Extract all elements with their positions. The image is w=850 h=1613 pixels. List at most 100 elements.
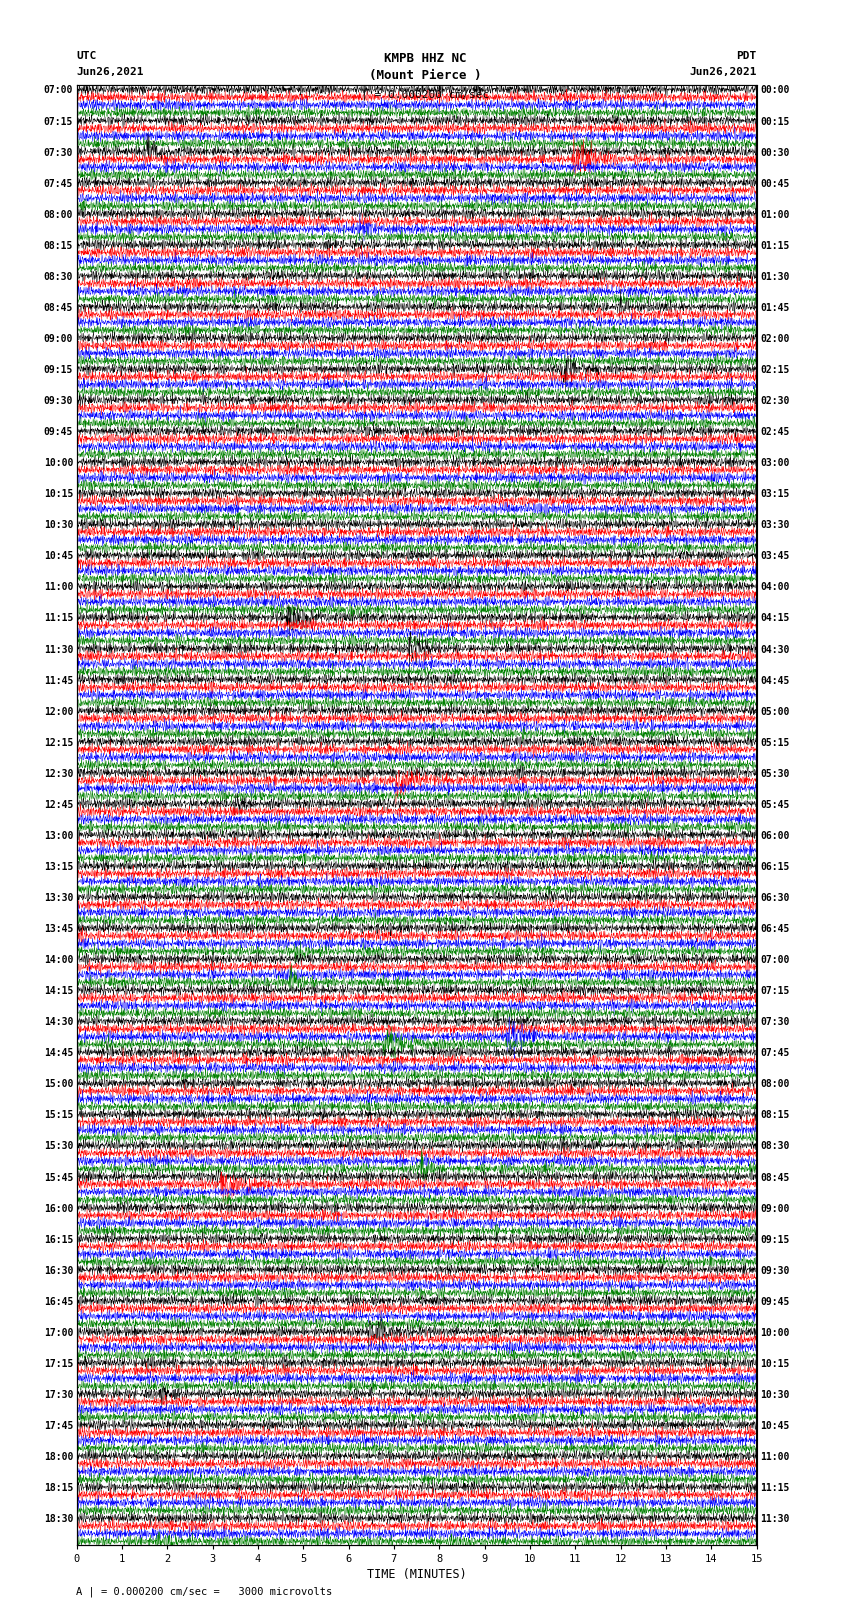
Text: 04:15: 04:15 [760,613,790,624]
Text: 04:30: 04:30 [760,645,790,655]
Text: 11:45: 11:45 [43,676,73,686]
Text: 10:15: 10:15 [43,489,73,500]
Text: 13:00: 13:00 [43,831,73,840]
Text: 00:00: 00:00 [760,85,790,95]
Text: 08:00: 08:00 [43,210,73,219]
Text: 14:15: 14:15 [43,986,73,997]
Text: 10:30: 10:30 [43,521,73,531]
Text: 09:30: 09:30 [43,397,73,406]
Text: 11:15: 11:15 [760,1482,790,1494]
Text: 07:15: 07:15 [760,986,790,997]
Text: 09:15: 09:15 [43,365,73,374]
Text: 13:45: 13:45 [43,924,73,934]
Text: 07:30: 07:30 [760,1018,790,1027]
Text: 02:15: 02:15 [760,365,790,374]
Text: 10:45: 10:45 [760,1421,790,1431]
Text: 03:00: 03:00 [760,458,790,468]
Text: 05:30: 05:30 [760,769,790,779]
Text: 09:00: 09:00 [760,1203,790,1213]
Text: 10:30: 10:30 [760,1390,790,1400]
Text: 06:00: 06:00 [760,831,790,840]
Text: 16:15: 16:15 [43,1234,73,1245]
Text: 09:15: 09:15 [760,1234,790,1245]
Text: 07:00: 07:00 [43,85,73,95]
Text: 09:45: 09:45 [760,1297,790,1307]
Text: 12:15: 12:15 [43,737,73,748]
Text: 07:30: 07:30 [43,148,73,158]
Text: 12:45: 12:45 [43,800,73,810]
Text: 11:30: 11:30 [760,1515,790,1524]
Text: 06:30: 06:30 [760,894,790,903]
Text: 08:00: 08:00 [760,1079,790,1089]
Text: 18:00: 18:00 [43,1452,73,1461]
Text: 09:45: 09:45 [43,427,73,437]
Text: 09:00: 09:00 [43,334,73,344]
Text: 07:45: 07:45 [43,179,73,189]
Text: 16:30: 16:30 [43,1266,73,1276]
Text: 08:30: 08:30 [760,1142,790,1152]
Text: 18:15: 18:15 [43,1482,73,1494]
Text: 05:45: 05:45 [760,800,790,810]
Text: 01:00: 01:00 [760,210,790,219]
Text: 10:15: 10:15 [760,1358,790,1369]
Text: 15:45: 15:45 [43,1173,73,1182]
Text: 08:45: 08:45 [760,1173,790,1182]
Text: 00:30: 00:30 [760,148,790,158]
Text: 08:45: 08:45 [43,303,73,313]
Text: 01:15: 01:15 [760,240,790,250]
Text: 11:00: 11:00 [43,582,73,592]
Text: 18:30: 18:30 [43,1515,73,1524]
Text: 02:00: 02:00 [760,334,790,344]
X-axis label: TIME (MINUTES): TIME (MINUTES) [366,1568,467,1581]
Text: 10:00: 10:00 [43,458,73,468]
Text: 00:15: 00:15 [760,116,790,126]
Text: 14:30: 14:30 [43,1018,73,1027]
Text: 03:30: 03:30 [760,521,790,531]
Text: 08:15: 08:15 [43,240,73,250]
Text: KMPB HHZ NC: KMPB HHZ NC [383,52,467,65]
Text: 08:15: 08:15 [760,1110,790,1121]
Text: Jun26,2021: Jun26,2021 [689,68,756,77]
Text: 12:00: 12:00 [43,706,73,716]
Text: 16:00: 16:00 [43,1203,73,1213]
Text: 01:45: 01:45 [760,303,790,313]
Text: 02:30: 02:30 [760,397,790,406]
Text: A | = 0.000200 cm/sec =   3000 microvolts: A | = 0.000200 cm/sec = 3000 microvolts [76,1586,332,1597]
Text: 13:15: 13:15 [43,861,73,873]
Text: 15:00: 15:00 [43,1079,73,1089]
Text: 13:30: 13:30 [43,894,73,903]
Text: 06:45: 06:45 [760,924,790,934]
Text: (Mount Pierce ): (Mount Pierce ) [369,69,481,82]
Text: 09:30: 09:30 [760,1266,790,1276]
Text: 15:15: 15:15 [43,1110,73,1121]
Text: 03:45: 03:45 [760,552,790,561]
Text: 00:45: 00:45 [760,179,790,189]
Text: 17:30: 17:30 [43,1390,73,1400]
Text: 02:45: 02:45 [760,427,790,437]
Text: 07:15: 07:15 [43,116,73,126]
Text: 17:45: 17:45 [43,1421,73,1431]
Text: | = 0.000200 cm/sec: | = 0.000200 cm/sec [361,89,489,100]
Text: 06:15: 06:15 [760,861,790,873]
Text: 01:30: 01:30 [760,273,790,282]
Text: 14:45: 14:45 [43,1048,73,1058]
Text: 10:45: 10:45 [43,552,73,561]
Text: PDT: PDT [736,52,756,61]
Text: 08:30: 08:30 [43,273,73,282]
Text: 17:00: 17:00 [43,1327,73,1337]
Text: 12:30: 12:30 [43,769,73,779]
Text: 11:30: 11:30 [43,645,73,655]
Text: 15:30: 15:30 [43,1142,73,1152]
Text: 05:15: 05:15 [760,737,790,748]
Text: 04:00: 04:00 [760,582,790,592]
Text: 14:00: 14:00 [43,955,73,965]
Text: 04:45: 04:45 [760,676,790,686]
Text: 03:15: 03:15 [760,489,790,500]
Text: 17:15: 17:15 [43,1358,73,1369]
Text: UTC: UTC [76,52,97,61]
Text: 11:15: 11:15 [43,613,73,624]
Text: 11:00: 11:00 [760,1452,790,1461]
Text: 05:00: 05:00 [760,706,790,716]
Text: 16:45: 16:45 [43,1297,73,1307]
Text: Jun26,2021: Jun26,2021 [76,68,144,77]
